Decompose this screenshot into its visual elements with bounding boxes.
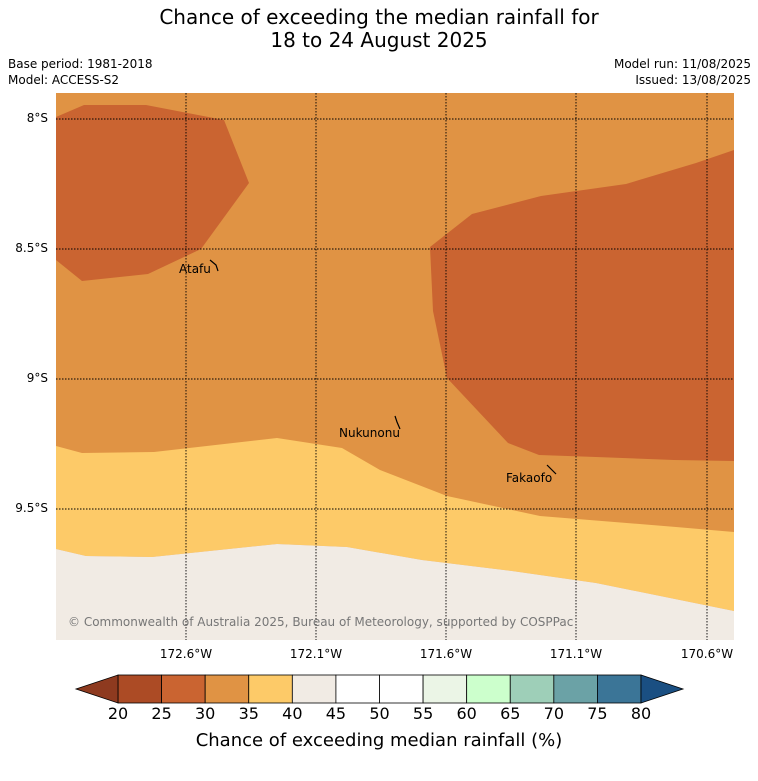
base-period: Base period: 1981-2018 — [8, 57, 153, 71]
place-label-nukunonu: Nukunonu — [339, 426, 400, 440]
place-label-atafu: Atafu — [179, 262, 211, 276]
colorbar-under-arrow — [74, 674, 119, 704]
issued-date: Issued: 13/08/2025 — [635, 73, 751, 87]
atoll-fakaofo: Fakaofo — [506, 464, 557, 485]
colorbar-over-arrow — [640, 674, 685, 704]
colorbar-tick-label: 35 — [238, 704, 259, 723]
colorbar-bin — [553, 674, 598, 704]
colorbar-tick-label: 45 — [325, 704, 347, 723]
model-run: Model run: 11/08/2025 — [613, 57, 751, 71]
colorbar-tick-label: 50 — [369, 704, 390, 723]
colorbar-tick-label: 25 — [151, 704, 172, 723]
colorbar-tick-label: 40 — [282, 704, 303, 723]
colorbar-bin — [161, 674, 206, 704]
colorbar-bin — [291, 674, 337, 704]
model-name: Model: ACCESS-S2 — [8, 73, 120, 87]
colorbar-bin — [248, 674, 293, 704]
lat-label-8s: 8°S — [26, 111, 48, 125]
region-20-25-northwest — [56, 105, 249, 281]
region-20-25-east — [430, 150, 734, 461]
colorbar-label: Chance of exceeding median rainfall (%) — [195, 730, 563, 751]
colorbar-bin — [379, 674, 424, 704]
lat-label-8-5s: 8.5°S — [15, 241, 48, 255]
place-label-fakaofo: Fakaofo — [506, 471, 552, 485]
fakaofo-shape — [546, 464, 557, 475]
lon-label-172-6w: 172.6°W — [159, 647, 213, 661]
colorbar-bin — [204, 674, 250, 704]
lon-label-172-1w: 172.1°W — [289, 647, 343, 661]
colorbar-tick-label: 60 — [456, 704, 477, 723]
colorbar-tick-label: 65 — [500, 704, 521, 723]
colorbar-tick-label: 55 — [412, 704, 434, 723]
map-title-line1: Chance of exceeding the median rainfall … — [159, 5, 599, 29]
colorbar-bin — [422, 674, 468, 704]
atoll-nukunonu: Nukunonu — [339, 415, 401, 440]
colorbar-bin — [509, 674, 555, 704]
colorbar-bin — [466, 674, 511, 704]
lat-label-9-5s: 9.5°S — [15, 501, 48, 515]
lat-label-9s: 9°S — [26, 371, 48, 385]
region-40-45 — [56, 544, 734, 640]
colorbar — [74, 674, 685, 704]
region-35-40 — [56, 438, 734, 611]
colorbar-bin — [335, 674, 380, 704]
atoll-atafu: Atafu — [179, 259, 219, 276]
lon-label-171-1w: 171.1°W — [549, 647, 603, 661]
graticule — [56, 93, 734, 640]
rainfall-map: Atafu Nukunonu Fakaofo © Commonwealth of… — [56, 93, 734, 640]
colorbar-tick-label: 20 — [107, 704, 129, 723]
copyright-credit: © Commonwealth of Australia 2025, Bureau… — [68, 615, 573, 629]
colorbar-tick-label: 30 — [194, 704, 216, 723]
colorbar-tick-label: 70 — [543, 704, 564, 723]
atafu-shape — [209, 259, 219, 272]
colorbar-tick-label: 75 — [587, 704, 608, 723]
map-title-line2: 18 to 24 August 2025 — [270, 28, 488, 52]
lon-label-170-6w: 170.6°W — [680, 647, 734, 661]
lon-label-171-6w: 171.6°W — [419, 647, 473, 661]
colorbar-bin — [597, 674, 642, 704]
colorbar-tick-label: 80 — [630, 704, 652, 723]
colorbar-bin — [117, 674, 162, 704]
nukunonu-shape — [394, 415, 401, 430]
